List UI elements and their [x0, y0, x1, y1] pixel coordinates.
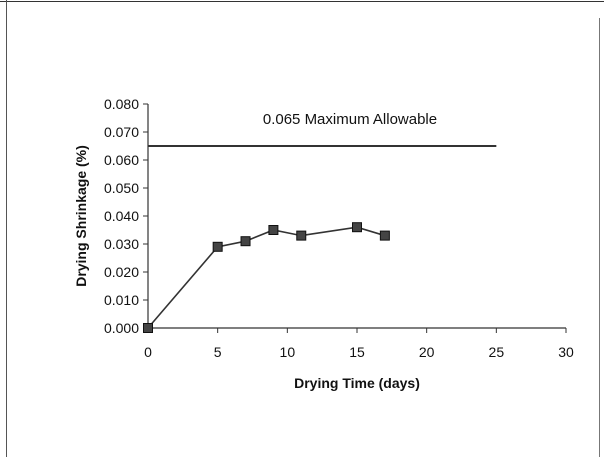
x-tick-label: 30: [558, 344, 574, 360]
frame-right-border: [599, 18, 600, 457]
frame-top-border: [0, 1, 604, 2]
x-tick-label: 25: [489, 344, 505, 360]
data-point-marker: [212, 241, 223, 252]
x-tick-label: 10: [280, 344, 296, 360]
data-point-marker: [268, 225, 279, 235]
axes: [143, 103, 567, 333]
y-tick-label: 0.050: [104, 180, 139, 196]
y-tick-labels: 0.000 0.010 0.020 0.030 0.040 0.050 0.060 0.070…: [104, 96, 139, 336]
x-tick-labels: 0 5 10 15 20 25 30: [144, 344, 574, 360]
y-tick-label: 0.070: [104, 124, 139, 140]
x-tick-label: 5: [214, 344, 222, 360]
y-axis-label: Drying Shrinkage (%): [73, 145, 89, 287]
data-point-marker: [352, 222, 362, 233]
y-tick-label: 0.020: [104, 264, 139, 280]
data-point-marker: [296, 230, 307, 241]
data-point-marker: [143, 323, 153, 333]
series-group: [143, 222, 390, 333]
y-tick-label: 0.000: [104, 320, 139, 336]
frame-left-border: [6, 0, 7, 457]
data-point-marker: [379, 230, 390, 241]
data-point-marker: [240, 236, 251, 247]
y-tick-label: 0.040: [104, 208, 139, 224]
x-tick-label: 15: [349, 344, 365, 360]
y-tick-label: 0.080: [104, 96, 139, 112]
y-tick-label: 0.010: [104, 292, 139, 308]
y-tick-label: 0.060: [104, 152, 139, 168]
y-tick-label: 0.030: [104, 236, 139, 252]
series-line: [147, 226, 386, 329]
x-axis-label: Drying Time (days): [294, 375, 420, 391]
x-tick-label: 20: [419, 344, 435, 360]
x-tick-label: 0: [144, 344, 152, 360]
reference-line-label: 0.065 Maximum Allowable: [263, 111, 437, 128]
